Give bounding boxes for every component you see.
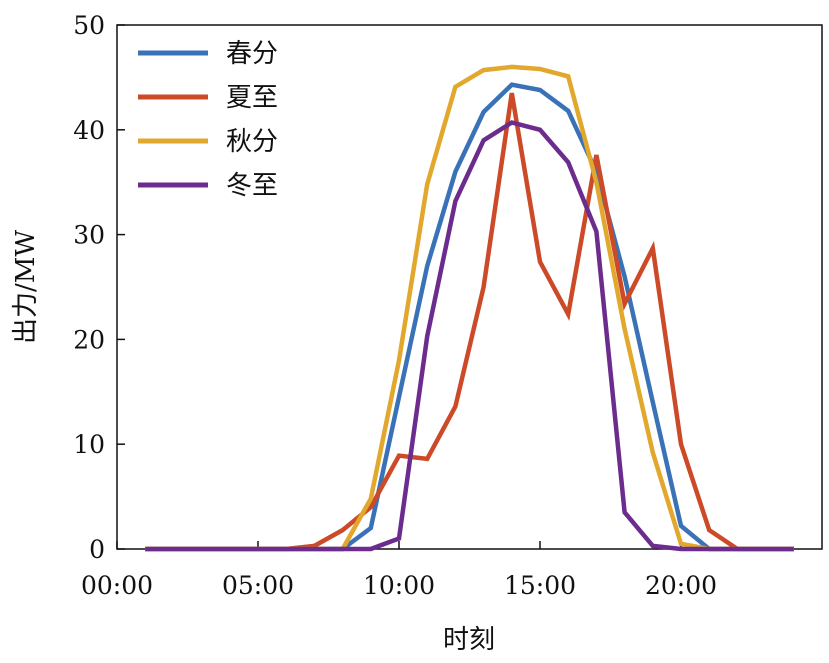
x-axis-title: 时刻	[443, 625, 495, 655]
y-tick-label: 50	[73, 11, 105, 40]
x-tick-label: 10:00	[363, 571, 435, 600]
y-axis-title: 出力/MW	[11, 230, 41, 344]
legend-label: 夏至	[226, 83, 278, 113]
y-tick-label: 0	[89, 535, 105, 564]
series-line-4	[145, 120, 794, 552]
x-tick-label: 00:00	[81, 571, 153, 600]
x-tick-label: 20:00	[645, 571, 717, 600]
series-lines	[145, 64, 794, 552]
y-tick-label: 20	[73, 325, 105, 354]
series-line-2	[145, 92, 794, 552]
legend-label: 秋分	[226, 127, 278, 157]
y-tick-label: 40	[73, 116, 105, 145]
y-tick-label: 10	[73, 430, 105, 459]
legend-label: 春分	[226, 39, 278, 69]
x-tick-label: 05:00	[222, 571, 294, 600]
x-tick-label: 15:00	[504, 571, 576, 600]
legend-label: 冬至	[226, 171, 278, 201]
plot-frame	[116, 24, 823, 550]
y-tick-label: 30	[73, 221, 105, 250]
x-axis: 00:00 05:00 10:00 15:00 20:00	[81, 541, 717, 600]
y-axis: 0 10 20 30 40 50	[73, 11, 125, 564]
